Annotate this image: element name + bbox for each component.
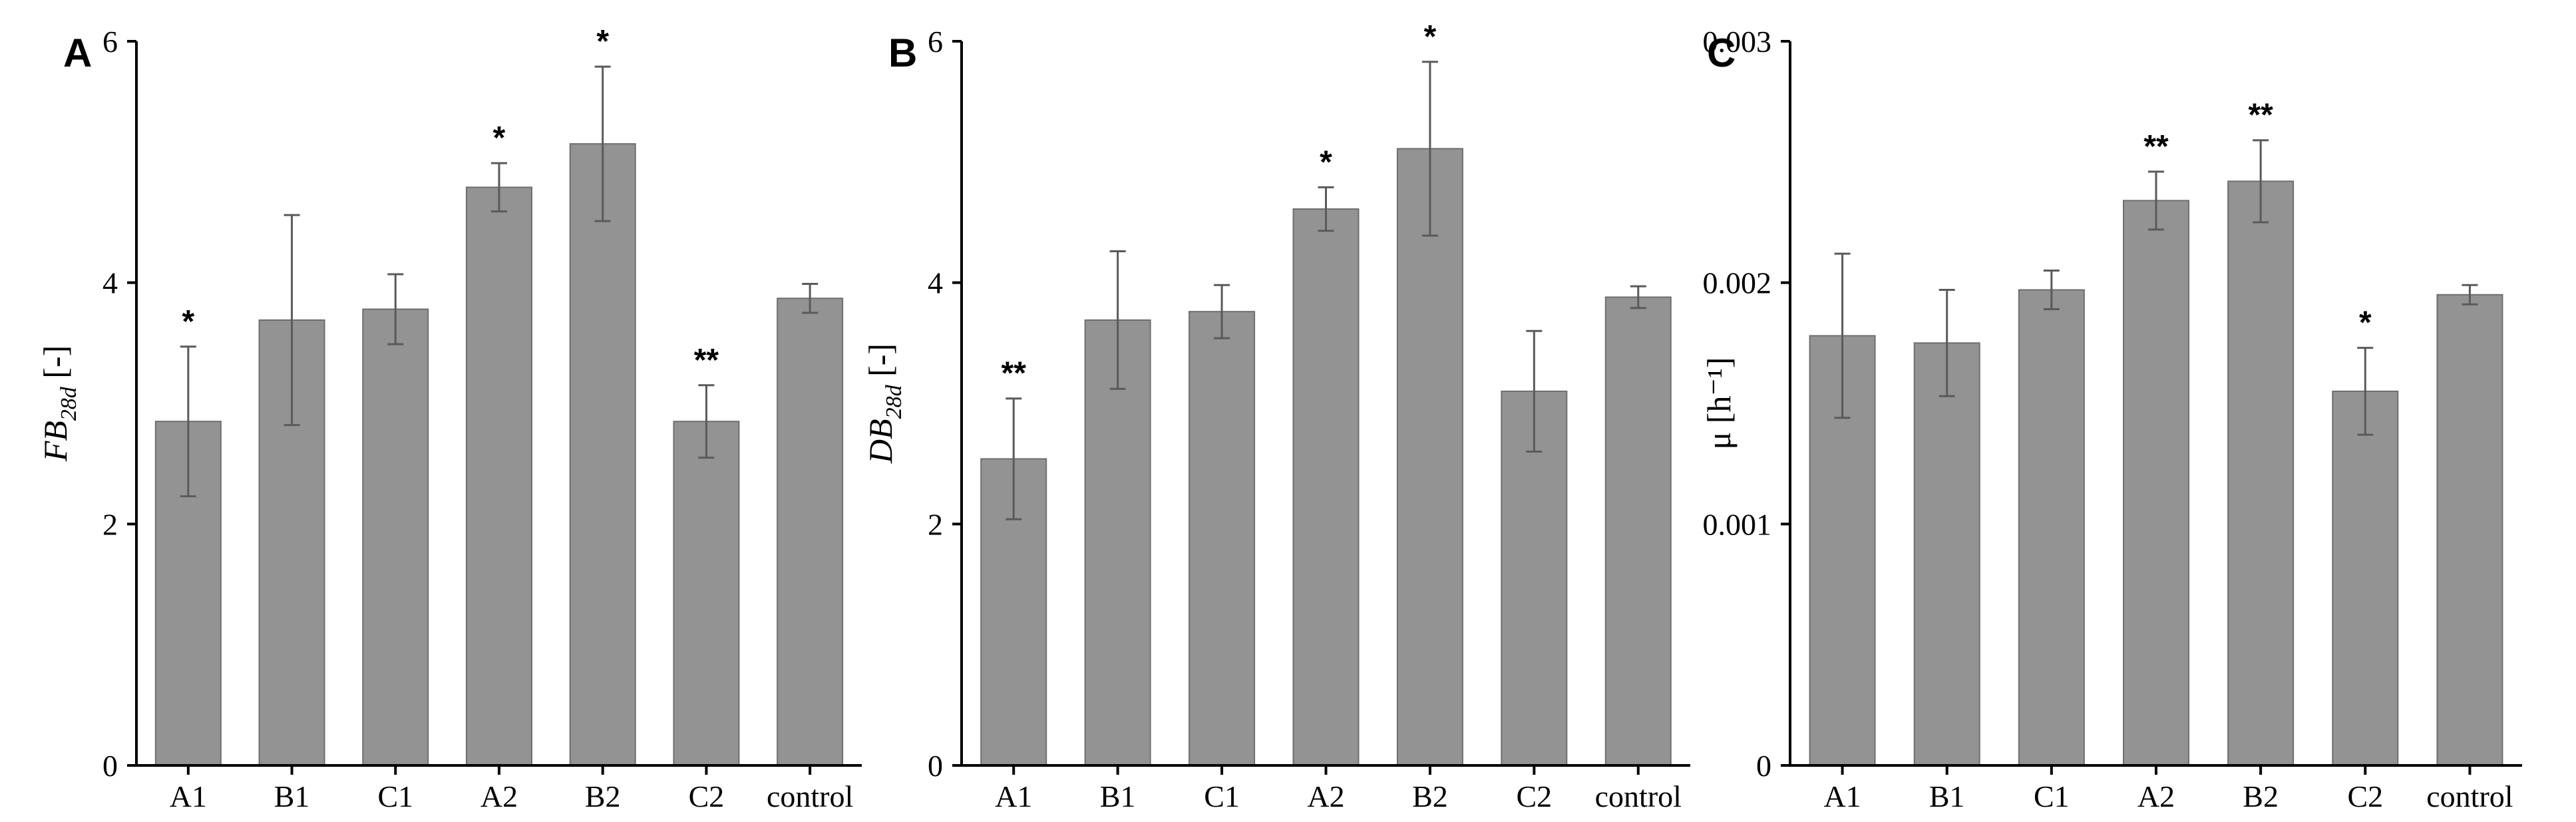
error-bar-A1 (1834, 252, 1851, 419)
x-tick-label: B2 (585, 779, 621, 813)
panel-letter: B (888, 31, 917, 75)
error-bar-control (2462, 284, 2478, 306)
panel-letter: C (1707, 31, 1736, 75)
error-bar-A2 (1318, 186, 1334, 232)
y-tick-label: 0.003 (1703, 25, 1772, 59)
x-tick-label: control (1595, 779, 1682, 813)
y-tick-label: 0.002 (1703, 266, 1772, 300)
x-tick-label: A1 (995, 779, 1032, 813)
significance-marker: * (1424, 19, 1437, 55)
error-bar-control (1630, 285, 1646, 309)
bar-C1 (2018, 289, 2085, 766)
bar-control (1604, 296, 1672, 766)
x-tick-label: B1 (274, 779, 310, 813)
x-tick-label: A2 (2137, 779, 2175, 813)
bar-A2 (1292, 208, 1360, 766)
error-bar-B2 (2253, 139, 2269, 224)
x-tick-label: C1 (1204, 779, 1240, 813)
x-tick-label: control (767, 779, 853, 813)
y-axis-label: FB28d [-] (37, 345, 81, 463)
x-tick-label: C1 (2034, 779, 2070, 813)
y-tick-label: 0.001 (1703, 507, 1772, 541)
significance-marker: ** (2248, 98, 2273, 133)
error-bar-B2 (594, 65, 611, 222)
bar-C1 (1189, 311, 1256, 767)
x-tick-label: C2 (689, 779, 725, 813)
error-bar-A2 (491, 162, 507, 213)
x-tick-label: A2 (1307, 779, 1344, 813)
significance-marker: ** (2143, 129, 2169, 164)
bar-control (777, 298, 844, 766)
bar-B1 (1913, 342, 1980, 766)
bar-C2 (2332, 390, 2399, 766)
bar-B1 (1084, 319, 1151, 766)
panel-B: B ** A1 B1 C1 * A2 * B2 C2 control 0 2 4 6 DB28d [-] (862, 19, 1690, 813)
error-bar-B1 (283, 214, 300, 427)
error-bar-C2 (698, 384, 715, 459)
y-tick-label: 2 (102, 507, 118, 541)
y-tick-label: 0 (1756, 749, 1771, 783)
significance-marker: * (493, 120, 506, 156)
error-bar-C2 (2357, 347, 2374, 436)
error-bar-B1 (1109, 250, 1126, 390)
y-axis-label: DB28d [-] (862, 343, 906, 464)
significance-marker: * (2359, 306, 2372, 341)
panel-C: C A1 B1 C1 ** A2 ** B2 * C2 control 0 0.001 0.002 0.00… (1700, 25, 2522, 813)
error-bar-C1 (2043, 270, 2060, 311)
x-tick-label: B2 (1412, 779, 1448, 813)
y-tick-label: 4 (928, 266, 943, 300)
error-bar-control (802, 282, 819, 314)
panel-A: A * A1 B1 C1 * A2 * B2 ** C2 control 0 2 4 6 FB28d [-] (37, 24, 862, 813)
x-tick-label: A1 (170, 779, 207, 813)
x-tick-label: control (2426, 779, 2513, 813)
bar-control (2436, 294, 2503, 766)
x-tick-label: A2 (480, 779, 518, 813)
significance-marker: * (1320, 144, 1332, 180)
error-bar-C2 (1526, 329, 1543, 453)
x-tick-label: B1 (1929, 779, 1965, 813)
x-tick-label: A1 (1823, 779, 1861, 813)
bar-B2 (1396, 148, 1463, 767)
x-tick-label: C2 (1517, 779, 1553, 813)
bar-A2 (466, 186, 532, 766)
error-bar-A1 (180, 345, 196, 498)
y-tick-label: 0 (102, 749, 118, 783)
error-bar-A2 (2148, 170, 2164, 231)
bar-B2 (2227, 180, 2295, 766)
x-tick-label: B2 (2243, 779, 2279, 813)
bar-B2 (569, 143, 636, 766)
error-bar-B1 (1938, 289, 1955, 397)
significance-marker: * (182, 304, 195, 339)
y-axis-label: μ [h⁻¹] (1700, 357, 1738, 450)
y-tick-label: 6 (928, 25, 943, 59)
y-tick-label: 6 (102, 25, 118, 59)
error-bar-C1 (387, 273, 404, 345)
y-tick-label: 2 (928, 507, 943, 541)
error-bar-C1 (1214, 284, 1230, 339)
bar-A2 (2123, 200, 2189, 766)
x-tick-label: B1 (1100, 779, 1136, 813)
bar-C1 (362, 308, 429, 766)
significance-marker: * (596, 24, 609, 59)
panel-letter: A (63, 31, 92, 75)
x-tick-label: C2 (2347, 779, 2383, 813)
significance-marker: ** (694, 343, 719, 378)
significance-marker: ** (1002, 356, 1027, 391)
bar-C2 (673, 421, 740, 766)
y-tick-label: 0 (928, 749, 943, 783)
error-bar-B2 (1421, 61, 1438, 237)
y-tick-label: 4 (102, 266, 118, 300)
x-tick-label: C1 (377, 779, 413, 813)
error-bar-A1 (1006, 397, 1022, 520)
